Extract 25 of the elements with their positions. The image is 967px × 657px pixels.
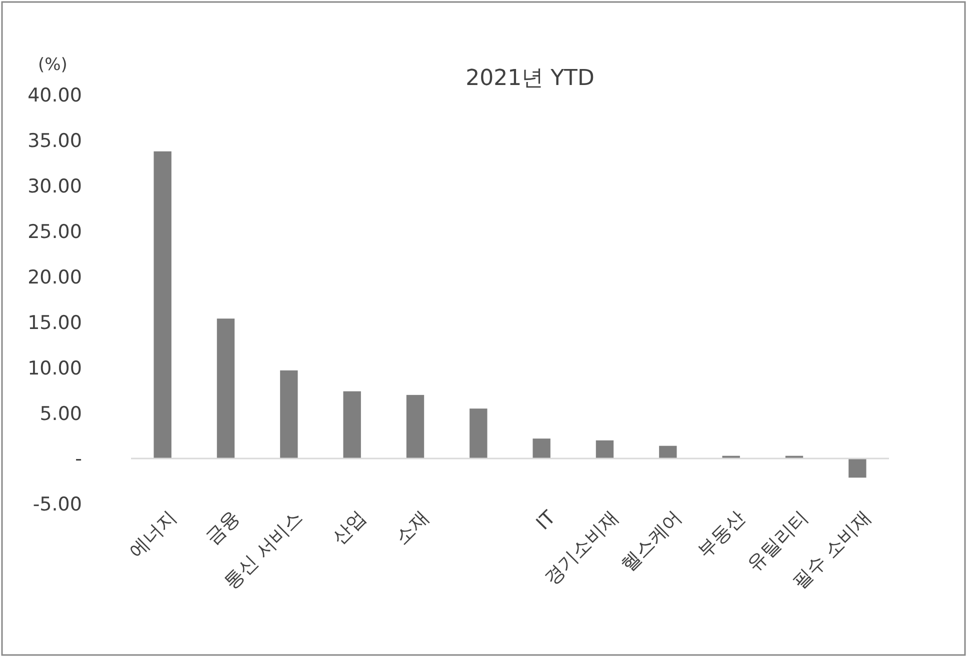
- bar: [470, 408, 488, 459]
- y-tick-label: 25.00: [28, 220, 82, 243]
- y-tick-label: 40.00: [28, 84, 82, 107]
- y-tick-label: 15.00: [28, 312, 82, 334]
- bar: [532, 438, 550, 459]
- y-tick-label: -: [75, 448, 82, 470]
- y-tick-label: -5.00: [32, 494, 82, 516]
- bar: [406, 394, 424, 459]
- x-tick-label: 산업: [328, 506, 370, 550]
- y-tick-label: 5.00: [40, 402, 82, 425]
- bar: [154, 151, 172, 459]
- y-axis-title: (%): [38, 55, 68, 75]
- bar: [596, 440, 614, 459]
- y-tick-label: 30.00: [28, 176, 82, 198]
- y-tick-label: 35.00: [28, 130, 82, 152]
- bar: [659, 446, 677, 459]
- bar: [280, 370, 298, 459]
- bar: [343, 391, 361, 459]
- y-tick-label: 10.00: [28, 357, 82, 380]
- y-tick-label: 20.00: [28, 266, 82, 288]
- x-tick-label: 금융: [202, 506, 244, 550]
- x-tick-label: 소재: [391, 506, 434, 550]
- bar: [848, 458, 866, 478]
- chart-title: 2021년 YTD: [466, 66, 594, 91]
- bar: [216, 318, 235, 459]
